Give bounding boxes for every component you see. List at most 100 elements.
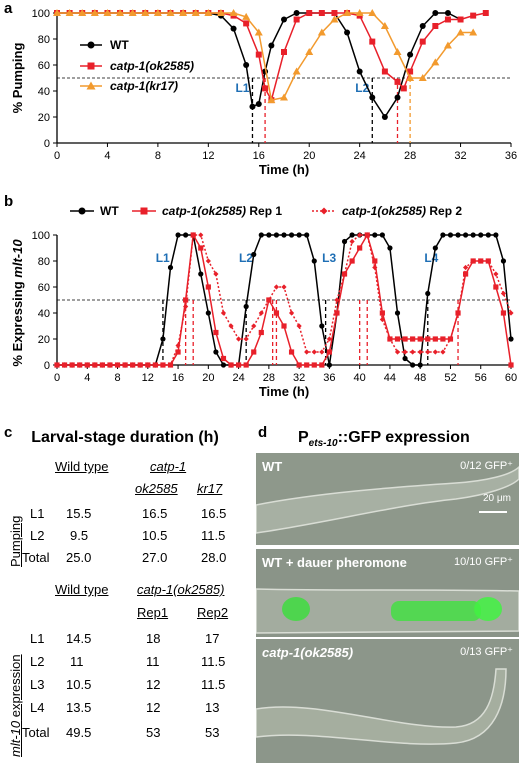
data-point xyxy=(190,232,196,238)
data-point xyxy=(331,10,338,16)
x-tick-label: 0 xyxy=(54,150,60,162)
stage-label: L3 xyxy=(322,251,336,265)
micrograph-label: catp-1(ok2585) xyxy=(262,645,354,660)
data-point xyxy=(251,349,257,355)
data-point xyxy=(406,74,415,81)
data-point xyxy=(432,10,439,16)
data-point xyxy=(341,271,348,277)
micrograph-catp1: catp-1(ok2585) 0/13 GFP⁺ xyxy=(256,639,519,763)
x-tick-label: 24 xyxy=(232,372,244,384)
data-point xyxy=(306,10,313,16)
data-point xyxy=(90,9,99,16)
data-point xyxy=(508,310,514,316)
data-point xyxy=(179,9,188,16)
mlt10-row-label: L4 xyxy=(30,700,45,715)
data-point xyxy=(349,258,355,264)
data-point xyxy=(243,20,250,27)
data-point xyxy=(485,258,491,264)
data-point xyxy=(198,232,204,238)
data-point xyxy=(455,310,461,316)
data-point xyxy=(140,207,148,215)
data-point xyxy=(255,51,262,58)
data-point xyxy=(205,284,211,290)
data-point xyxy=(183,303,189,310)
x-tick-label: 56 xyxy=(475,372,487,384)
data-point xyxy=(268,42,275,49)
data-point xyxy=(431,58,440,66)
mlt10-cell: 13.5 xyxy=(66,700,92,715)
x-tick-label: 8 xyxy=(114,372,120,384)
data-point xyxy=(319,362,325,368)
legend-entry: catp-1(kr17) xyxy=(110,79,178,93)
data-point xyxy=(262,85,269,92)
data-point xyxy=(500,258,507,264)
gfp-count: 0/12 GFP⁺ xyxy=(460,460,513,472)
data-point xyxy=(402,349,408,355)
data-point xyxy=(167,362,174,368)
x-tick-label: 28 xyxy=(404,150,416,162)
mlt10-header-wt: Wild type xyxy=(55,582,109,597)
data-point xyxy=(311,258,317,264)
data-point xyxy=(220,310,227,316)
data-point xyxy=(145,362,151,368)
x-tick-label: 32 xyxy=(454,150,466,162)
y-tick-label: 60 xyxy=(38,60,50,72)
data-point xyxy=(293,10,300,16)
data-point xyxy=(205,310,211,316)
x-tick-label: 4 xyxy=(104,150,110,162)
data-point xyxy=(320,207,328,215)
data-point xyxy=(99,362,105,368)
pumping-header-col1: ok2585 xyxy=(135,481,178,496)
data-point xyxy=(53,9,61,16)
data-point xyxy=(402,336,408,342)
data-point xyxy=(153,9,162,16)
data-point xyxy=(273,310,280,316)
data-point xyxy=(500,290,507,297)
data-point xyxy=(508,362,514,368)
data-point xyxy=(198,245,204,251)
data-point xyxy=(191,9,200,16)
mlt10-row-label: L2 xyxy=(30,654,45,669)
data-point xyxy=(419,23,426,29)
data-point xyxy=(86,81,96,90)
pumping-header-wt: Wild type xyxy=(55,459,109,474)
table-title: Larval-stage duration (h) xyxy=(31,429,219,446)
mlt10-cell: 11 xyxy=(70,654,84,669)
micrograph-wt: WT 0/12 GFP⁺ 20 μm xyxy=(256,453,519,545)
gfp-panel-title: Pets-10::GFP expression xyxy=(298,429,470,450)
data-point xyxy=(419,38,426,45)
data-point xyxy=(251,251,257,258)
data-point xyxy=(334,297,340,303)
data-point xyxy=(379,316,385,323)
pumping-row-label: Total xyxy=(22,550,50,565)
data-point xyxy=(444,10,451,16)
data-point xyxy=(326,349,332,355)
data-point xyxy=(220,362,227,368)
data-point xyxy=(160,362,166,368)
mlt10-header-group: catp-1(ok2585) xyxy=(137,582,225,597)
data-point xyxy=(470,232,476,238)
mlt10-cell: 17 xyxy=(205,631,220,646)
data-point xyxy=(417,336,423,342)
data-point xyxy=(357,245,363,251)
data-point xyxy=(381,68,388,75)
data-point xyxy=(160,336,166,342)
data-point xyxy=(485,232,491,238)
mlt10-cell: 49.5 xyxy=(66,725,92,740)
mlt10-side-label: mlt-10 expression xyxy=(8,654,23,757)
data-point xyxy=(243,336,249,342)
pumping-cell: 11.5 xyxy=(201,528,226,543)
data-point xyxy=(114,362,121,368)
data-point xyxy=(288,349,295,355)
data-point xyxy=(387,336,393,342)
data-point xyxy=(266,232,272,238)
y-tick-label: 20 xyxy=(38,112,50,124)
data-point xyxy=(432,336,438,342)
data-point xyxy=(305,48,314,55)
pumping-cell: 16.5 xyxy=(201,506,227,521)
data-point xyxy=(281,16,287,23)
gfp-expression-panel: Pets-10::GFP expression WT 0/12 GFP⁺ 20 … xyxy=(256,425,520,763)
panel-label-b: b xyxy=(4,193,14,210)
y-axis-label: % Pumping xyxy=(10,43,25,114)
pumping-cell: 27.0 xyxy=(142,550,168,565)
